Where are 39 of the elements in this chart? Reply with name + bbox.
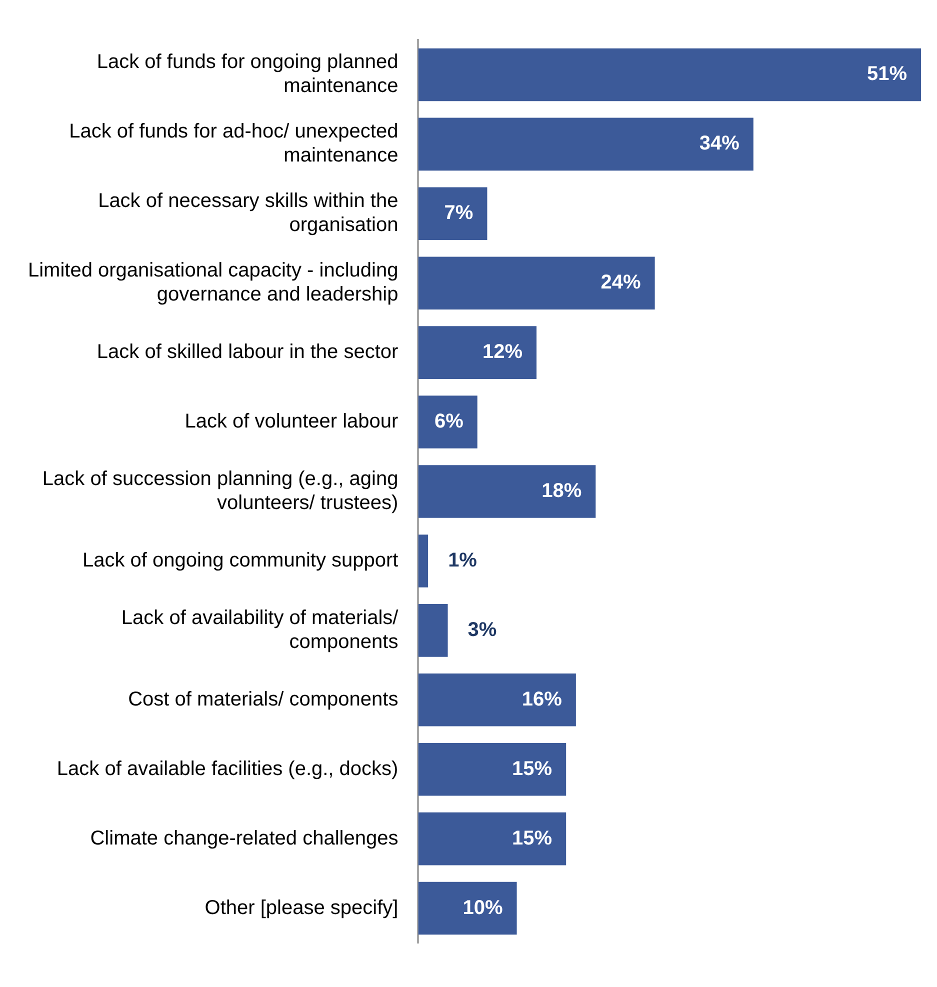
y-tick-label: Limited organisational capacity - including governance and leadership [28,260,398,306]
y-tick-label: Lack of ongoing community support [82,549,399,572]
data-label: 1% [448,549,478,572]
bar [418,673,576,726]
y-tick-label: Lack of volunteer labour [184,410,399,433]
bar [418,256,655,310]
y-tick-label: Lack of succession planning (e.g., aging volunteers/ trustees) [42,468,398,514]
bar [418,742,566,796]
data-label: 16% [522,688,562,710]
bar [418,604,448,657]
y-tick-label: Lack of available facilities (e.g., docks) [56,758,398,780]
data-label: 34% [699,132,740,155]
data-label: 15% [512,827,552,850]
bar [418,326,537,379]
y-tick-label: Climate change-related challenges [90,827,398,850]
bar [418,48,921,102]
bar [418,534,428,588]
bar [418,396,478,448]
bar [418,882,517,935]
data-label: 51% [866,63,908,86]
y-tick-label: Other [please specify] [204,896,398,919]
y-tick-label: Lack of necessary skills within the organisation [98,190,398,236]
data-label: 15% [512,758,552,780]
data-label: 24% [600,272,642,294]
data-label: 12% [482,341,523,364]
bar [418,465,596,518]
bar [418,118,754,171]
data-label: 18% [542,480,582,502]
data-label: 10% [462,896,504,919]
y-tick-label: Lack of availability of materials/ components [121,606,399,653]
bar [418,187,488,240]
bar [418,812,566,866]
y-tick-label: Lack of skilled labour in the sector [96,341,399,364]
y-tick-label: Lack of funds for ad-hoc/ unexpected maintenance [69,120,398,167]
y-tick-label: Cost of materials/ components [128,688,398,710]
data-label: 6% [434,410,464,433]
data-label: 3% [468,618,497,641]
y-tick-label: Lack of funds for ongoing planned maintenance [96,51,398,98]
data-label: 7% [444,202,474,224]
